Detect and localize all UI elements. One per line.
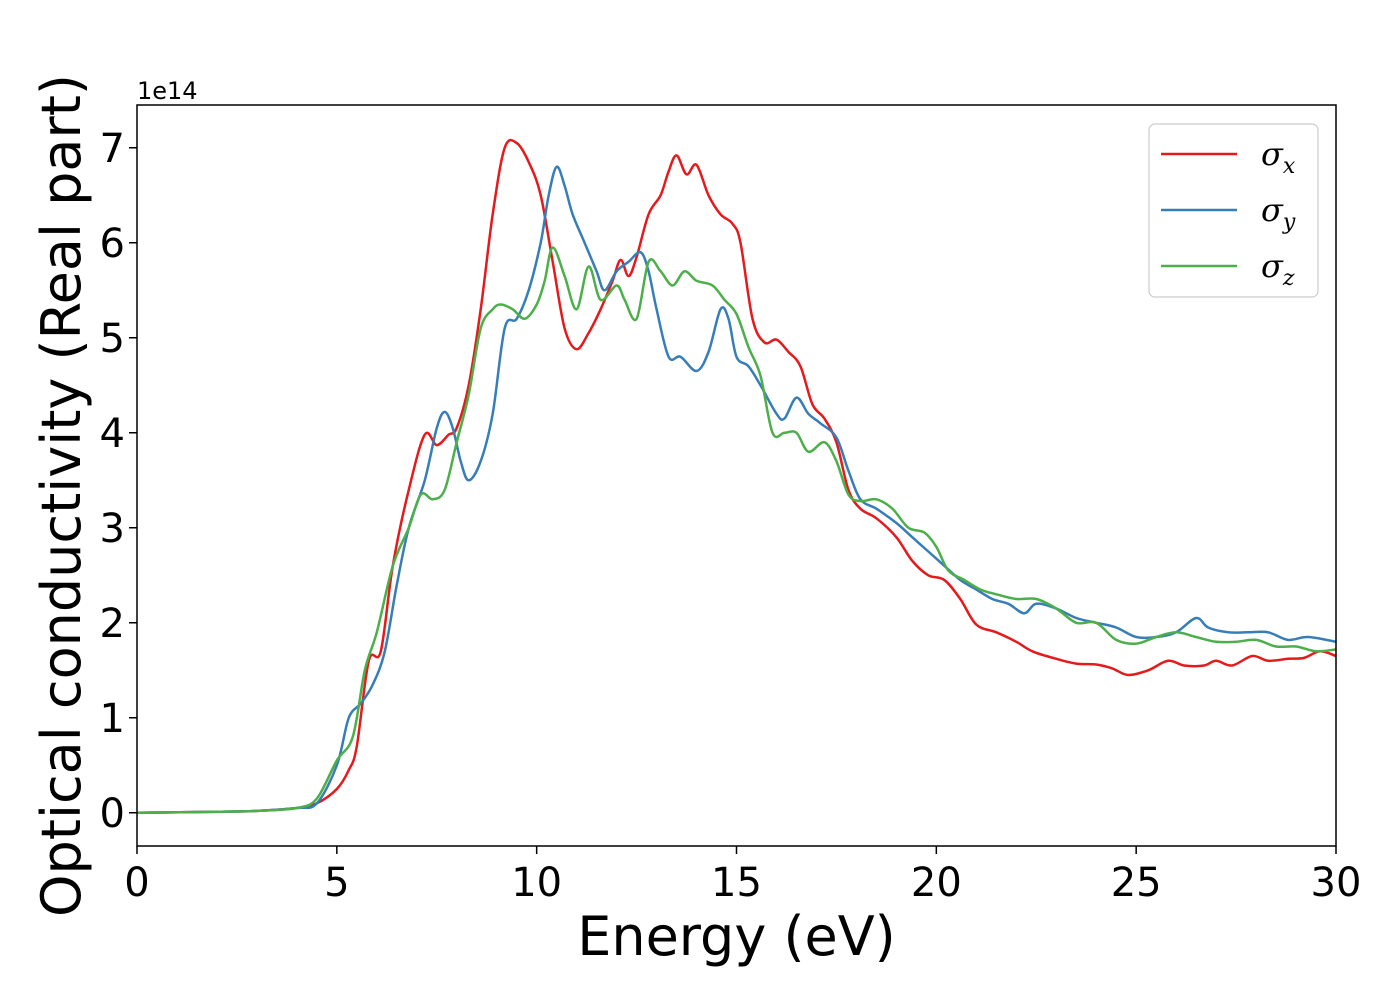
legend-label-y: σy	[1261, 191, 1296, 235]
legend: σx σy σz	[1148, 123, 1319, 298]
y-tick-label: 1	[100, 696, 125, 742]
x-tick-label: 30	[1311, 860, 1362, 906]
x-tick-label: 15	[711, 860, 762, 906]
x-tick-label: 10	[511, 860, 562, 906]
x-tick-label: 0	[124, 860, 149, 906]
y-tick-label: 4	[100, 411, 125, 457]
y-tick-label: 0	[100, 791, 125, 837]
legend-label-x: σx	[1261, 135, 1296, 179]
y-tick-label: 6	[100, 221, 125, 267]
y-tick-label: 5	[100, 316, 125, 362]
x-tick-label: 20	[911, 860, 962, 906]
y-tick-label: 7	[100, 126, 125, 172]
series-line-z	[137, 246, 1336, 815]
y-axis: 0 1 2 3 4 5 6 7	[100, 126, 137, 837]
series-line-y	[137, 165, 1336, 815]
x-tick-label: 25	[1111, 860, 1162, 906]
x-axis: 0 5 10 15 20 25 30	[124, 846, 1361, 906]
y-axis-title: Optical conductivity (Real part)	[30, 74, 93, 917]
y-offset-label: 1e14	[137, 77, 198, 105]
x-axis-title: Energy (eV)	[577, 905, 896, 968]
y-tick-label: 2	[100, 601, 125, 647]
y-tick-label: 3	[100, 506, 125, 552]
legend-label-z: σz	[1261, 247, 1295, 291]
x-tick-label: 5	[324, 860, 349, 906]
series-layer	[137, 138, 1336, 815]
